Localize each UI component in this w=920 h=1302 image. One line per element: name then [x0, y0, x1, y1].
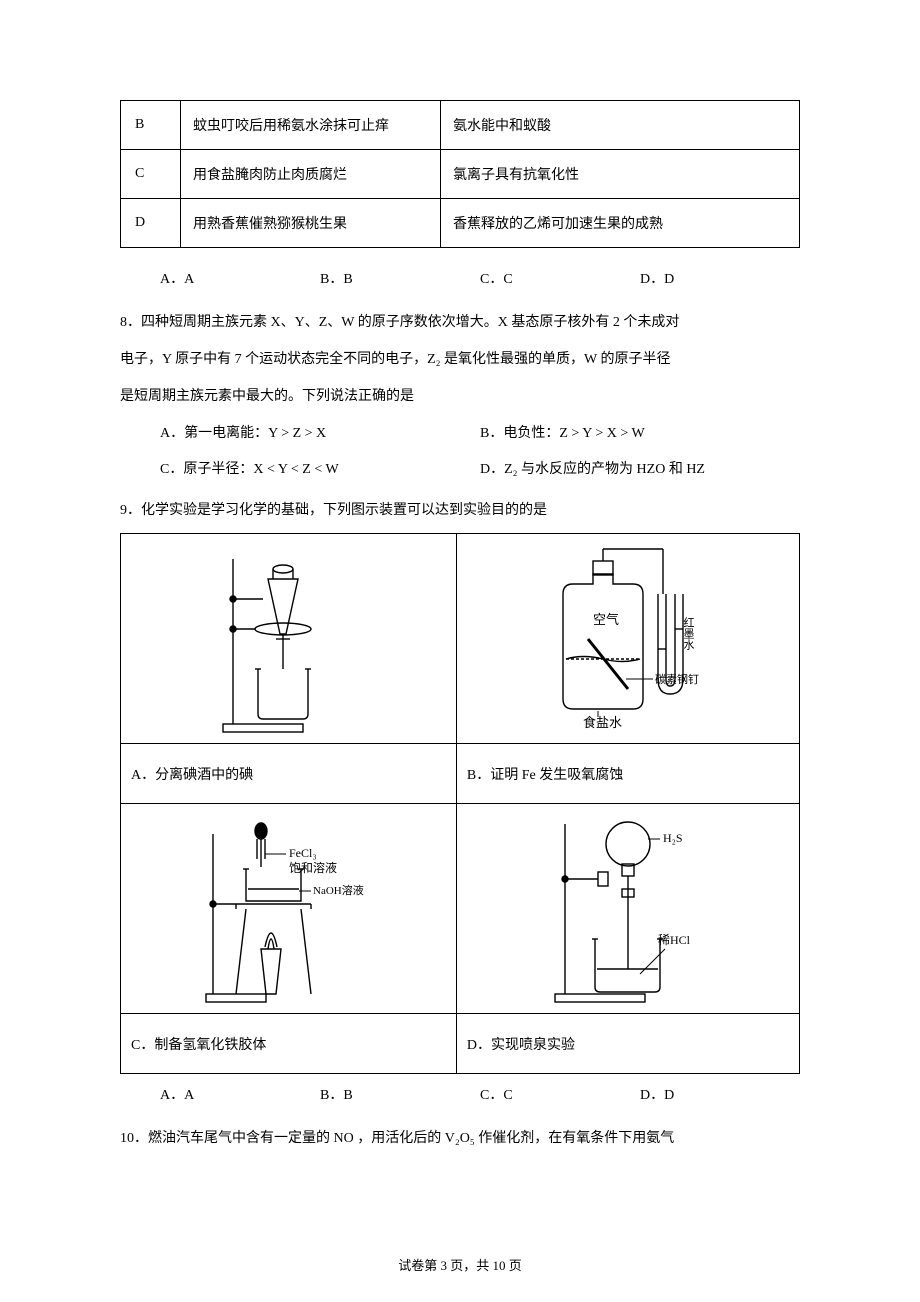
diagram-c-cell: FeCl₃ 饱和溶液 NaOH溶液 [121, 804, 457, 1014]
q9-options: A．A B．B C．C D．D [120, 1084, 800, 1104]
row-fact: 用食盐腌肉防止肉质腐烂 [181, 150, 441, 199]
diagram-d-svg: H₂S 稀HCl [540, 809, 715, 1009]
row-fact: 蚊虫叮咬后用稀氨水涂抹可止痒 [181, 101, 441, 150]
opt-d: D．D [640, 268, 800, 288]
opt-c: C．C [480, 1084, 640, 1104]
q8-stem-l3: 是短周期主族元素中最大的。下列说法正确的是 [120, 382, 800, 413]
label-salt: 食盐水 [583, 715, 622, 730]
q9-stem: 9．化学实验是学习化学的基础，下列图示装置可以达到实验目的的是 [120, 496, 800, 527]
label-h2s: H₂S [663, 831, 683, 845]
top-table: B 蚊虫叮咬后用稀氨水涂抹可止痒 氨水能中和蚁酸 C 用食盐腌肉防止肉质腐烂 氯… [120, 100, 800, 248]
diagram-a-cell [121, 534, 457, 744]
q7-options: A．A B．B C．C D．D [120, 268, 800, 288]
label-nail: 碳素钢钉 [655, 672, 699, 686]
q8-stem-l1: 8．四种短周期主族元素 X、Y、Z、W 的原子序数依次增大。X 基态原子核外有 … [120, 308, 800, 339]
row-explain: 氯离子具有抗氧化性 [441, 150, 800, 199]
q9-label-d: D．实现喷泉实验 [456, 1014, 799, 1074]
opt-d: D．D [640, 1084, 800, 1104]
row-explain: 氨水能中和蚁酸 [441, 101, 800, 150]
table-row: C 用食盐腌肉防止肉质腐烂 氯离子具有抗氧化性 [121, 150, 800, 199]
row-id: D [121, 199, 181, 248]
opt-b: B．B [320, 1084, 480, 1104]
row-id: B [121, 101, 181, 150]
opt-c: C．C [480, 268, 640, 288]
opt-b: B．B [320, 268, 480, 288]
q8-opt-c: C．原子半径：X < Y < Z < W [160, 458, 480, 478]
label-sat: 饱和溶液 [289, 860, 337, 875]
diagram-d-cell: H₂S 稀HCl [456, 804, 799, 1014]
row-fact: 用熟香蕉催熟猕猴桃生果 [181, 199, 441, 248]
page-footer: 试卷第 3 页，共 10 页 [0, 1255, 920, 1274]
q8-opt-d: D．Z₂ 与水反应的产物为 HZO 和 HZ [480, 458, 800, 478]
label-naoh: NaOH溶液 [313, 883, 364, 897]
q8-stem-l2: 电子，Y 原子中有 7 个运动状态完全不同的电子，Z₂ 是氧化性最强的单质，W … [120, 345, 800, 376]
opt-a: A．A [160, 268, 320, 288]
diagram-b-svg: 空气 红墨水 碳素钢钉 食盐水 [538, 539, 718, 739]
row-id: C [121, 150, 181, 199]
label-hcl: 稀HCl [658, 933, 691, 947]
q8-opt-a: A．第一电离能：Y > Z > X [160, 422, 480, 442]
label-ink: 红墨水 [682, 616, 695, 649]
opt-a: A．A [160, 1084, 320, 1104]
row-explain: 香蕉释放的乙烯可加速生果的成熟 [441, 199, 800, 248]
table-row: B 蚊虫叮咬后用稀氨水涂抹可止痒 氨水能中和蚁酸 [121, 101, 800, 150]
diagram-b-cell: 空气 红墨水 碳素钢钉 食盐水 [456, 534, 799, 744]
q10-stem: 10．燃油汽车尾气中含有一定量的 NO ，用活化后的 V₂O₅ 作催化剂，在有氧… [120, 1124, 800, 1155]
q9-label-b: B．证明 Fe 发生吸氧腐蚀 [456, 744, 799, 804]
diagram-a-svg [203, 539, 373, 739]
diagram-c-svg: FeCl₃ 饱和溶液 NaOH溶液 [201, 809, 376, 1009]
q9-label-c: C．制备氢氧化铁胶体 [121, 1014, 457, 1074]
q8-opt-b: B．电负性：Z > Y > X > W [480, 422, 800, 442]
q8-options: A．第一电离能：Y > Z > X B．电负性：Z > Y > X > W C．… [120, 422, 800, 478]
label-fecl3: FeCl₃ [289, 846, 317, 860]
table-row: D 用熟香蕉催熟猕猴桃生果 香蕉释放的乙烯可加速生果的成熟 [121, 199, 800, 248]
q9-label-a: A．分离碘酒中的碘 [121, 744, 457, 804]
label-air: 空气 [593, 612, 619, 627]
q9-apparatus-table: 空气 红墨水 碳素钢钉 食盐水 A．分离碘酒中的碘 B．证明 Fe 发生吸氧腐蚀 [120, 533, 800, 1074]
